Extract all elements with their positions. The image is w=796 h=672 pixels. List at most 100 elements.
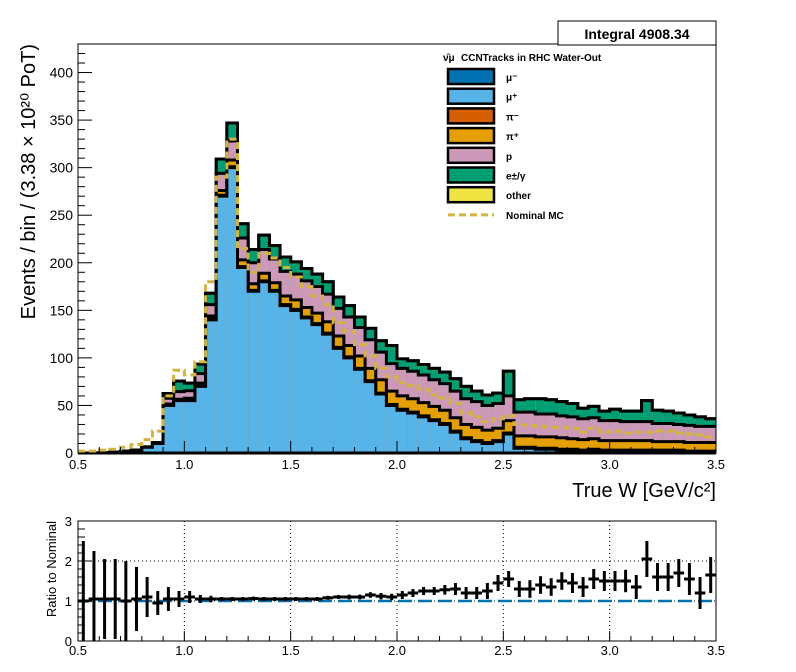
histogram-outline bbox=[78, 139, 716, 455]
legend-entry: e±/γ bbox=[446, 166, 526, 184]
ratio-point bbox=[109, 559, 121, 639]
histogram-bar bbox=[407, 413, 419, 453]
ratio-point bbox=[152, 591, 164, 615]
legend-label: other bbox=[506, 191, 531, 202]
y-tick-label: 150 bbox=[50, 302, 74, 318]
histogram-bar bbox=[237, 267, 249, 453]
ratio-point bbox=[652, 563, 663, 591]
histogram-bar bbox=[673, 424, 685, 453]
y-tick-label: 50 bbox=[57, 397, 73, 413]
ratio-plot-frame bbox=[77, 520, 717, 642]
histogram-bar bbox=[418, 416, 429, 453]
legend-label: μ⁻ bbox=[506, 73, 517, 84]
ratio-point bbox=[503, 571, 514, 587]
legend: ν̄μ CCNTracks in RHC Water-Out μ⁻ μ⁺ π⁻ π⁺ p… bbox=[443, 53, 602, 222]
ratio-x-tick-label: 1.5 bbox=[282, 643, 300, 658]
histogram-bar bbox=[684, 425, 695, 453]
histogram-bar bbox=[503, 433, 514, 453]
ratio-point bbox=[662, 563, 674, 591]
histogram-bar bbox=[535, 449, 546, 453]
ratio-point bbox=[567, 573, 578, 593]
ratio-axes: 0 1 2 3 0.5 1.0 1.5 2.0 2.5 3.0 3.5 bbox=[65, 514, 725, 658]
ratio-point bbox=[173, 591, 185, 607]
histogram-outline bbox=[78, 166, 716, 455]
histogram-bar bbox=[641, 440, 653, 453]
ratio-point bbox=[226, 597, 238, 601]
ratio-point bbox=[545, 578, 557, 596]
histogram-bar bbox=[652, 441, 663, 453]
ratio-point bbox=[248, 596, 259, 601]
histogram-bar bbox=[630, 421, 642, 453]
ratio-point bbox=[237, 597, 249, 601]
ratio-point bbox=[375, 593, 387, 600]
ratio-point bbox=[163, 587, 174, 611]
ratio-point bbox=[205, 595, 217, 603]
y-tick-label: 100 bbox=[50, 350, 74, 366]
integral-label: Integral 4908.34 bbox=[584, 26, 689, 42]
ratio-point bbox=[216, 597, 227, 601]
histogram-bar bbox=[194, 386, 206, 453]
histogram-bar bbox=[216, 196, 227, 454]
y-tick-label: 0 bbox=[65, 445, 73, 461]
ratio-x-tick-label: 2.0 bbox=[388, 643, 406, 658]
histogram-bar bbox=[226, 167, 238, 453]
histogram-bar bbox=[375, 394, 387, 453]
histogram-bar bbox=[322, 334, 334, 453]
histogram-bar bbox=[311, 324, 323, 453]
histogram-bar bbox=[567, 416, 578, 453]
legend-swatch bbox=[446, 166, 496, 184]
main-x-axis-label-text: True W [GeV/c²] bbox=[572, 480, 716, 502]
histogram-bar bbox=[588, 438, 600, 453]
ratio-point bbox=[684, 563, 695, 595]
histogram-bar bbox=[620, 421, 631, 453]
x-tick-label: 1.5 bbox=[282, 457, 300, 472]
histogram-bar bbox=[471, 441, 483, 453]
x-tick-label: 3.0 bbox=[601, 457, 619, 472]
legend-label: μ⁺ bbox=[506, 93, 517, 104]
ratio-point bbox=[428, 587, 440, 595]
legend-entry: π⁻ bbox=[446, 107, 519, 125]
ratio-point bbox=[524, 580, 536, 598]
ratio-point bbox=[460, 587, 472, 599]
histogram-bar bbox=[673, 441, 685, 453]
ratio-points bbox=[78, 541, 716, 641]
ratio-point bbox=[280, 597, 291, 601]
histogram-bar bbox=[630, 440, 642, 453]
integral-box: Integral 4908.34 bbox=[557, 20, 717, 46]
histogram-bar bbox=[545, 414, 557, 453]
histogram-bar bbox=[694, 426, 706, 453]
histogram-bar bbox=[684, 442, 695, 453]
ratio-point bbox=[78, 541, 89, 641]
ratio-point bbox=[343, 594, 355, 600]
ratio-point bbox=[120, 561, 132, 641]
ratio-point bbox=[99, 559, 110, 639]
ratio-point bbox=[450, 583, 461, 595]
ratio-point bbox=[492, 575, 504, 591]
ratio-point bbox=[609, 571, 621, 591]
legend-swatch bbox=[446, 107, 496, 125]
stacked-histogram-series bbox=[78, 121, 716, 455]
histogram-bar bbox=[492, 441, 504, 453]
ratio-point bbox=[439, 585, 451, 595]
y-tick-label: 250 bbox=[50, 207, 74, 223]
legend-label: π⁺ bbox=[506, 132, 519, 143]
ratio-point bbox=[194, 595, 206, 603]
histogram-bar bbox=[354, 369, 366, 453]
histogram-bar bbox=[184, 400, 195, 453]
histogram-bar bbox=[588, 417, 600, 453]
ratio-point bbox=[407, 589, 419, 597]
ratio-point bbox=[577, 577, 589, 597]
histogram-bar bbox=[694, 442, 706, 453]
histogram-bar bbox=[652, 423, 663, 453]
histogram-bar bbox=[535, 436, 546, 453]
ratio-point bbox=[354, 594, 366, 600]
histogram-bar bbox=[620, 440, 631, 453]
histogram-bar bbox=[290, 310, 302, 453]
histogram-bar bbox=[428, 420, 440, 453]
ratio-point bbox=[269, 597, 281, 601]
y-tick-label: 400 bbox=[50, 65, 74, 81]
legend-swatch bbox=[446, 126, 496, 145]
histogram-bar bbox=[599, 440, 610, 453]
histogram-bar bbox=[524, 435, 536, 453]
histogram-bar bbox=[152, 443, 164, 453]
